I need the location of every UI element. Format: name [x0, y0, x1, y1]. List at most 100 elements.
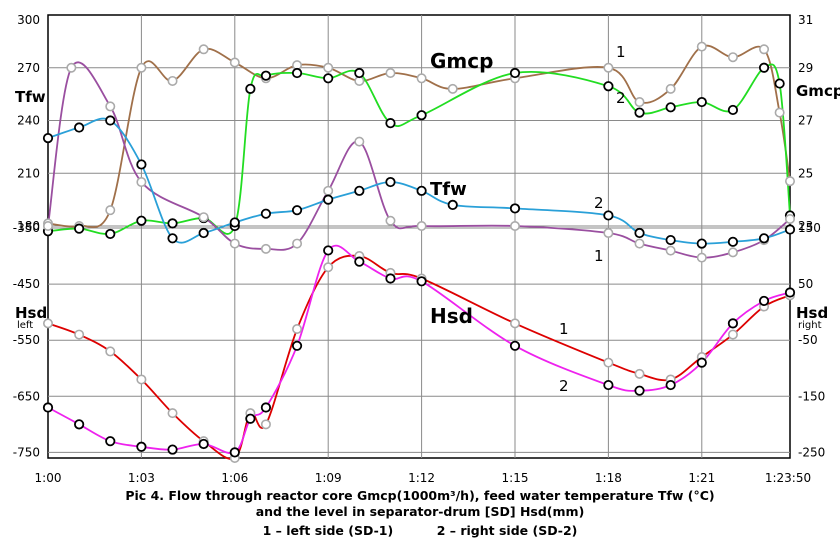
tfw-2-point — [260, 208, 272, 219]
tfw-2-point — [385, 176, 396, 188]
gmcp-annotation: Gmcp — [430, 49, 493, 73]
hsd-1-point — [260, 419, 271, 430]
x-tick-label: 1:21 — [688, 471, 715, 485]
hsd-2-point — [634, 385, 645, 396]
hsd-left-tick-label: -550 — [13, 333, 40, 347]
tfw-2-point — [291, 205, 303, 216]
tfw-2-point — [665, 234, 676, 246]
hsd-right-tick-label: 50 — [798, 277, 813, 291]
tick-labels: 1:00 1:03 1:06 1:09 1:12 1:15 1:18 1:21 1:23:50 3… — [13, 13, 825, 485]
gmcp-1-point — [784, 176, 795, 187]
gmcp-1-point — [665, 83, 676, 94]
gmcp-2-point — [416, 110, 427, 121]
tfw-1-point — [66, 62, 77, 73]
x-tick-label: 1:00 — [35, 471, 62, 485]
hsd-2-point — [260, 402, 272, 413]
gmcp-2-point — [385, 118, 396, 129]
tfw-2-point — [323, 194, 334, 205]
gmcp-1-point — [634, 97, 645, 108]
x-tick-label: 1:23:50 — [765, 471, 811, 485]
caption-line-1: Pic 4. Flow through reactor core Gmcp(10… — [125, 488, 714, 503]
hsd-annotation: Hsd — [430, 304, 473, 328]
gmcp-tick-label: 29 — [798, 61, 813, 75]
tfw-2-label: 2 — [594, 194, 604, 212]
gmcp-2-point — [260, 70, 272, 81]
tfw-1-point — [385, 215, 396, 226]
tfw-1-point — [260, 243, 271, 254]
gmcp-1-point — [774, 107, 785, 118]
tfw-1-line — [47, 61, 791, 259]
hsd-right-tick-label: -50 — [798, 333, 818, 347]
tfw-2-point — [167, 233, 178, 244]
tfw-tick-label: 240 — [17, 114, 40, 128]
hsd-right-tick-label: 150 — [798, 221, 821, 235]
hsd-2-point — [136, 441, 147, 452]
gmcp-1-point — [198, 44, 209, 55]
hsd-left-tick-label: -750 — [13, 445, 40, 459]
hsd-1-point — [42, 318, 53, 329]
gmcp-2-point — [354, 67, 365, 79]
caption-line-3: 1 – left side (SD-1) 2 – right side (SD-… — [263, 523, 578, 538]
x-tick-label: 1:12 — [408, 471, 435, 485]
tfw-1-point — [136, 177, 147, 188]
hsd-2-point — [665, 379, 676, 391]
gmcp-2-point — [774, 78, 785, 89]
hsd-1-line — [47, 254, 791, 460]
gmcp-1-label: 1 — [616, 43, 626, 61]
hsd-right-tick-label: -250 — [798, 445, 825, 459]
tfw-1-point — [727, 247, 738, 258]
tfw-2-point — [105, 115, 116, 126]
gmcp-2-point — [727, 104, 739, 116]
tfw-2-point — [74, 122, 85, 133]
gmcp-2-point — [323, 73, 334, 84]
hsd-left-tick-label: -650 — [13, 389, 40, 403]
hsd-1-point — [634, 368, 645, 379]
gmcp-1-point — [323, 62, 334, 73]
tfw-1-point — [603, 228, 614, 239]
hsd-2-label: 2 — [559, 377, 569, 395]
hsd-1-point — [323, 262, 334, 273]
tfw-2-point — [509, 203, 521, 214]
hsd-1-point — [727, 329, 738, 340]
x-tick-label: 1:18 — [595, 471, 622, 485]
gmcp-1-point — [167, 75, 178, 86]
tfw-tick-label: 300 — [17, 13, 40, 27]
hsd-1-point — [105, 346, 116, 357]
gmcp-1-point — [416, 73, 427, 84]
tfw-2-point — [758, 233, 770, 244]
hsd-2-point — [784, 287, 796, 298]
hsd-1-point — [509, 318, 520, 329]
tfw-2-point — [136, 159, 147, 170]
hsd-2-point — [603, 379, 614, 391]
gmcp-tick-label: 23 — [798, 219, 813, 233]
gmcp-axis-title: Gmcp — [796, 82, 840, 100]
gmcp-1-point — [447, 83, 458, 94]
gmcp-1-point — [759, 44, 770, 55]
gmcp-2-point — [509, 67, 521, 79]
caption-line-2: and the level in separator-drum [SD] Hsd… — [256, 504, 585, 519]
hsd-2-point — [727, 318, 739, 329]
tfw-1-point — [292, 238, 303, 249]
tfw-2-point — [784, 224, 796, 235]
gmcp-2-point — [74, 223, 85, 234]
gmcp-1-point — [696, 41, 707, 52]
hsd-2-point — [385, 273, 396, 284]
gmcp-tick-label: 25 — [798, 166, 813, 180]
hsd-left-tick-label: -450 — [13, 277, 40, 291]
gmcp-1-point — [727, 52, 738, 63]
hsd-2-point — [758, 295, 770, 307]
hsd-left-axis-subtitle: left — [17, 320, 33, 331]
hsd-2-point — [291, 340, 303, 351]
hsd-2-point — [245, 413, 256, 424]
hsd-1-point — [167, 408, 178, 419]
hsd-left-axis-title: Hsd — [15, 304, 47, 322]
tfw-1-point — [696, 252, 707, 263]
tfw-2-point — [727, 236, 739, 247]
gmcp-2-point — [758, 62, 770, 73]
hsd-2-point — [509, 340, 521, 351]
hsd-2-point — [167, 444, 178, 455]
gmcp-2-point — [245, 83, 256, 94]
gmcp-1-point — [136, 62, 147, 73]
hsd-2-point — [105, 436, 116, 447]
